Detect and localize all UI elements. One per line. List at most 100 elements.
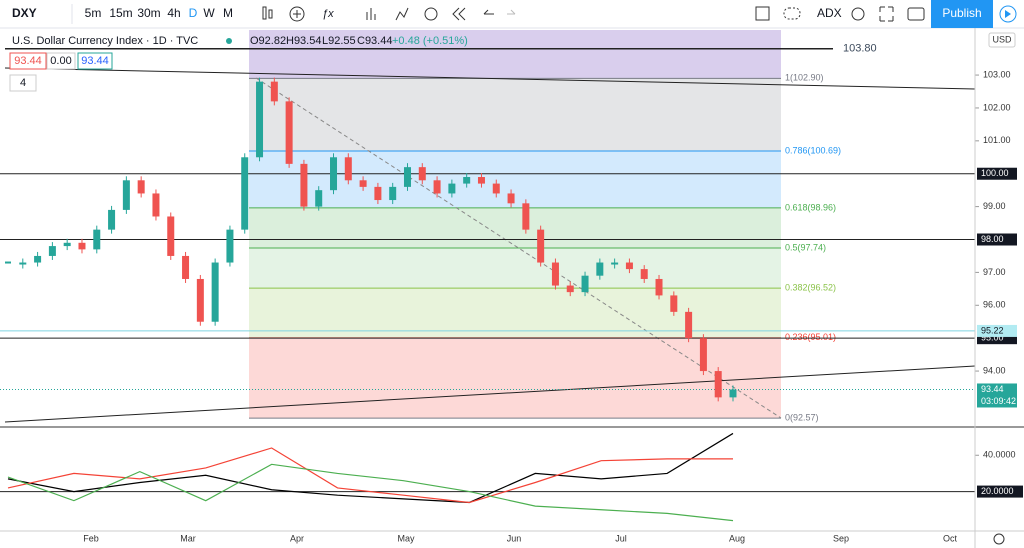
candle: [48, 246, 56, 256]
interval-button[interactable]: 4h: [167, 6, 180, 20]
price-line-tag-label: 95.22: [981, 325, 1004, 335]
candle: [108, 209, 116, 230]
candle: [670, 295, 678, 312]
compare-icon[interactable]: [366, 8, 376, 20]
trend-line: [4, 67, 976, 90]
interval-button[interactable]: M: [223, 6, 233, 20]
currency-button[interactable]: [988, 32, 1016, 48]
candle: [5, 261, 11, 264]
play-icon[interactable]: [999, 5, 1017, 23]
alert-icon[interactable]: [424, 7, 438, 21]
candle: [729, 389, 737, 398]
interval-button[interactable]: 15m: [109, 6, 132, 20]
candle: [522, 203, 530, 230]
y-tick-label: 97.00: [983, 267, 1006, 277]
candle: [611, 262, 619, 265]
interval-button[interactable]: 5m: [85, 6, 102, 20]
legend-open: O92.82: [250, 35, 286, 47]
candle-icon-b: [268, 9, 273, 19]
input-box[interactable]: [77, 52, 113, 70]
publish-button[interactable]: [931, 0, 993, 28]
time-axis-label: Aug: [729, 533, 745, 543]
candle: [625, 262, 633, 270]
collapse-button[interactable]: [9, 74, 37, 92]
last-price-tag: [977, 383, 1017, 408]
snapshot-icon[interactable]: [907, 7, 925, 21]
input-value: 0.00: [50, 55, 71, 67]
candle: [182, 255, 190, 279]
candle: [463, 177, 471, 184]
candle: [477, 177, 485, 184]
candle: [196, 278, 204, 322]
input-box[interactable]: [9, 52, 47, 70]
time-axis-label: Apr: [290, 533, 304, 543]
fib-label: 1(102.90): [785, 73, 824, 83]
add-indicator-icon[interactable]: [289, 6, 305, 22]
replay-icon[interactable]: [452, 7, 466, 21]
currency-label[interactable]: USD: [992, 34, 1012, 44]
candle: [655, 278, 663, 296]
time-axis-label: Sep: [833, 533, 849, 543]
interval-button[interactable]: W: [203, 6, 215, 20]
last-price-label: 93.44: [981, 384, 1004, 394]
candle: [403, 167, 411, 187]
legend-low: L92.55: [322, 35, 356, 47]
level-tag: [977, 485, 1023, 498]
candle: [122, 180, 130, 210]
collapse-count[interactable]: 4: [20, 77, 26, 89]
layout-icon[interactable]: [755, 6, 770, 21]
fib-band: [249, 207, 781, 249]
fib-label: 0.786(100.69): [785, 145, 841, 155]
price-line-tag: [977, 233, 1017, 246]
candle: [581, 275, 589, 293]
fib-label: 0.5(97.74): [785, 242, 826, 252]
indicator-cloud-icon[interactable]: [783, 7, 801, 20]
y-tick-label: 101.00: [983, 135, 1011, 145]
play-triangle: [1005, 10, 1011, 18]
time-axis: Feb Mar Apr May Jun Jul Aug Sep Oct: [83, 533, 1005, 545]
candle: [492, 183, 500, 194]
input-box[interactable]: [46, 52, 76, 70]
fib-label: 0.236(95.01): [785, 332, 836, 342]
input-value: 93.44: [14, 55, 42, 67]
candle: [137, 180, 145, 194]
y-tick-label: 94.00: [983, 365, 1006, 375]
price-line-tag-label: 100.00: [981, 168, 1009, 178]
candle: [507, 193, 515, 204]
fib-band: [249, 337, 781, 419]
horizontal-line-label: 103.80: [843, 43, 877, 55]
templates-icon[interactable]: [395, 7, 409, 21]
candle: [685, 311, 693, 339]
time-axis-label: Jul: [615, 533, 627, 543]
y-tick-label: 40.0000: [983, 450, 1016, 460]
candle: [315, 190, 323, 207]
candle: [418, 167, 426, 181]
publish-label[interactable]: Publish: [942, 6, 981, 20]
time-axis-label: Oct: [943, 533, 958, 543]
candle-icon[interactable]: [262, 6, 267, 20]
candle: [34, 255, 42, 263]
settings-icon[interactable]: [851, 7, 865, 21]
candle: [640, 269, 648, 279]
axis-settings-icon[interactable]: [993, 533, 1005, 545]
candle: [152, 193, 160, 217]
fullscreen-icon[interactable]: [879, 6, 894, 22]
interval-group: 5m 15m 30m 4h D W M: [85, 6, 233, 20]
fib-label: 0(92.57): [785, 412, 819, 422]
candle: [389, 186, 397, 201]
interval-button[interactable]: 30m: [137, 6, 160, 20]
interval-button[interactable]: D: [189, 6, 198, 20]
undo-icon[interactable]: [483, 9, 494, 15]
redo-icon[interactable]: [507, 9, 516, 15]
fx-icon[interactable]: ƒx: [322, 8, 334, 20]
candle: [300, 163, 308, 207]
input-value: 93.44: [81, 55, 109, 67]
candle: [285, 101, 293, 164]
candle: [433, 180, 441, 194]
candle: [93, 229, 101, 250]
fib-trend: [255, 77, 782, 419]
price-line-tag-label: 95.00: [981, 333, 1004, 343]
symbol[interactable]: DXY: [12, 6, 37, 20]
indicator-name[interactable]: ADX: [817, 6, 842, 20]
